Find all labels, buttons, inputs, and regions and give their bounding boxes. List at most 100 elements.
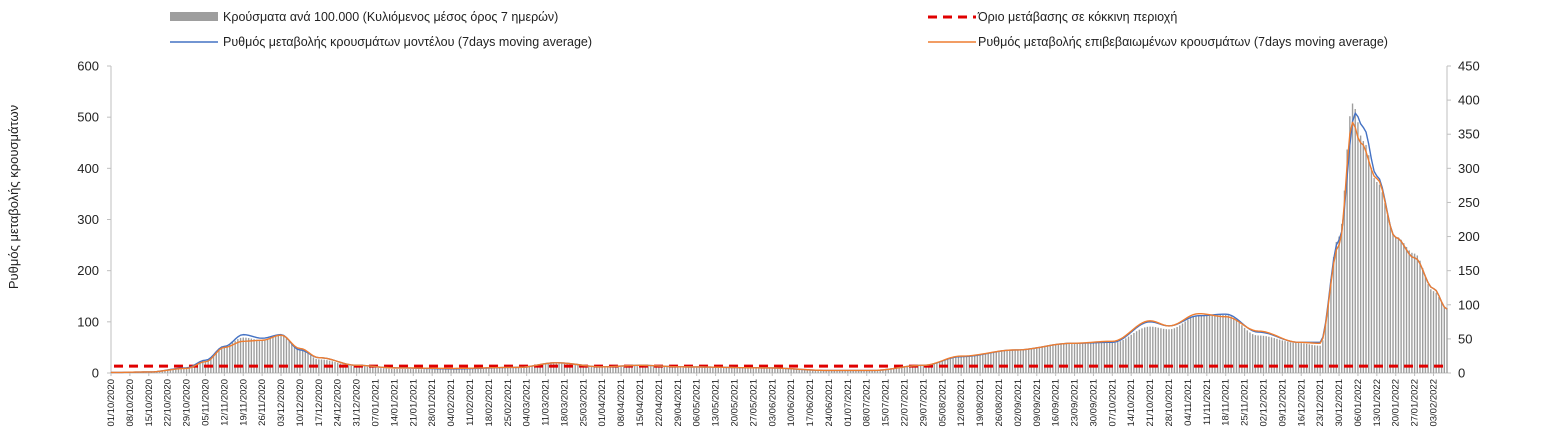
bar: [482, 368, 485, 373]
bar: [339, 363, 342, 373]
bar: [1065, 343, 1068, 373]
x-tick-label: 25/11/2021: [1240, 379, 1251, 426]
legend-label-threshold: Όριο μετάβασης σε κόκκινη περιοχή: [977, 10, 1177, 24]
bar: [1227, 315, 1230, 373]
bar: [1184, 321, 1186, 373]
bar: [1219, 315, 1221, 373]
bar: [247, 338, 250, 373]
bar: [1036, 348, 1038, 373]
bar: [839, 370, 841, 373]
bar: [903, 366, 906, 373]
bar: [687, 367, 690, 373]
bar: [1052, 344, 1054, 373]
bar: [1413, 253, 1416, 373]
y2-tick-label: 300: [1458, 161, 1480, 176]
bar: [623, 366, 625, 373]
bar: [291, 343, 293, 373]
bar: [1160, 328, 1162, 373]
x-tick-label: 23/12/2021: [1315, 379, 1326, 427]
bar: [1009, 350, 1011, 373]
bar: [1435, 292, 1437, 373]
bar: [1357, 122, 1359, 373]
bar: [1203, 315, 1205, 373]
bar: [550, 363, 552, 373]
bar: [563, 363, 566, 373]
bar: [569, 364, 571, 373]
bar: [296, 348, 298, 373]
bar: [636, 366, 638, 373]
bar: [1057, 343, 1060, 373]
bar: [952, 357, 954, 373]
bar: [766, 368, 768, 373]
bar: [1427, 284, 1429, 373]
x-tick-label: 16/09/2021: [1051, 379, 1062, 427]
bar: [1071, 342, 1073, 373]
bar: [987, 353, 989, 373]
bar: [1446, 308, 1448, 373]
bar: [736, 368, 738, 373]
x-tick-label: 29/07/2021: [918, 379, 929, 427]
bar: [1311, 344, 1313, 373]
bar: [1257, 335, 1259, 373]
bar: [833, 370, 836, 373]
bar: [531, 366, 533, 373]
bar: [1003, 351, 1006, 373]
bar: [566, 363, 568, 373]
bar: [779, 368, 782, 373]
bar: [161, 370, 163, 373]
bar: [728, 367, 730, 373]
bar: [364, 366, 366, 373]
bar: [193, 364, 196, 373]
x-tick-label: 04/02/2021: [446, 379, 457, 427]
bar: [536, 365, 539, 373]
bar: [847, 370, 849, 373]
bar: [534, 365, 536, 373]
bar: [555, 363, 558, 373]
bar: [860, 370, 863, 373]
bar: [933, 363, 935, 373]
bar: [366, 366, 369, 373]
bar: [828, 370, 830, 373]
bar: [417, 369, 420, 373]
bar: [714, 367, 717, 373]
bar: [463, 369, 466, 373]
bar: [906, 366, 908, 373]
x-tick-label: 21/01/2021: [408, 379, 419, 427]
bar: [615, 367, 617, 373]
bar: [188, 367, 190, 373]
bar: [879, 369, 881, 373]
bar: [353, 366, 355, 373]
x-ticks: 01/10/2020 08/10/2020 15/10/2020 22/10/2020…: [106, 373, 1440, 427]
bar: [604, 367, 606, 373]
bar: [785, 368, 787, 373]
bar: [415, 369, 417, 373]
bar: [798, 369, 800, 373]
x-tick-label: 04/11/2021: [1183, 379, 1194, 426]
bar: [895, 367, 898, 373]
bar: [747, 368, 749, 373]
bar: [1438, 297, 1440, 373]
bar: [1346, 149, 1348, 373]
bar: [280, 335, 282, 373]
bar: [185, 367, 188, 373]
bar: [693, 367, 695, 373]
x-tick-label: 18/11/2021: [1221, 379, 1232, 426]
bar: [825, 370, 827, 373]
bar: [1189, 318, 1192, 373]
bar: [992, 352, 995, 373]
x-tick-label: 14/01/2021: [389, 379, 400, 427]
bar: [795, 369, 798, 373]
bar: [725, 367, 728, 373]
x-tick-label: 11/11/2021: [1202, 379, 1213, 425]
bar: [380, 368, 382, 373]
bar: [1338, 236, 1340, 373]
x-tick-label: 30/09/2021: [1088, 379, 1099, 427]
bar: [1314, 345, 1316, 373]
bar: [461, 369, 463, 373]
bar: [1138, 329, 1141, 373]
bar: [1106, 342, 1108, 373]
bar: [1000, 351, 1003, 373]
bar: [1119, 341, 1122, 373]
bar: [399, 368, 401, 373]
bar: [1260, 335, 1262, 373]
